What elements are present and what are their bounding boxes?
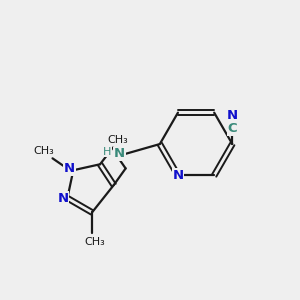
Text: H: H bbox=[103, 147, 111, 157]
Text: N: N bbox=[57, 192, 68, 205]
Text: CH₃: CH₃ bbox=[85, 236, 105, 247]
Text: CH₃: CH₃ bbox=[33, 146, 54, 157]
Text: C: C bbox=[227, 122, 237, 135]
Text: N: N bbox=[64, 162, 75, 175]
Text: N: N bbox=[227, 109, 238, 122]
Text: N: N bbox=[172, 169, 184, 182]
Text: CH₃: CH₃ bbox=[108, 136, 129, 146]
Text: N: N bbox=[114, 147, 125, 161]
